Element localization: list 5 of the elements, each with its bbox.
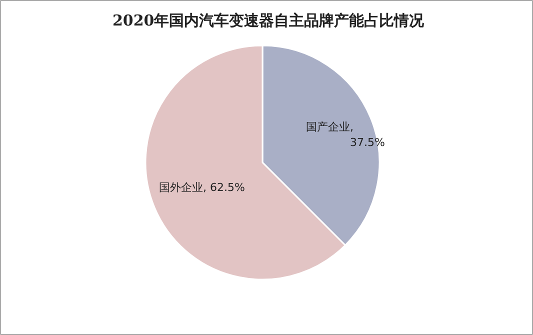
data-label: , 37.5% (350, 120, 385, 149)
slice-label: 国产企业 (306, 120, 350, 134)
slice-label: 国外企业 (159, 181, 204, 194)
chart-title: 2020年国内汽车变速器自主品牌产能占比情况 (112, 12, 426, 30)
data-label: , 62.5% (203, 181, 245, 194)
